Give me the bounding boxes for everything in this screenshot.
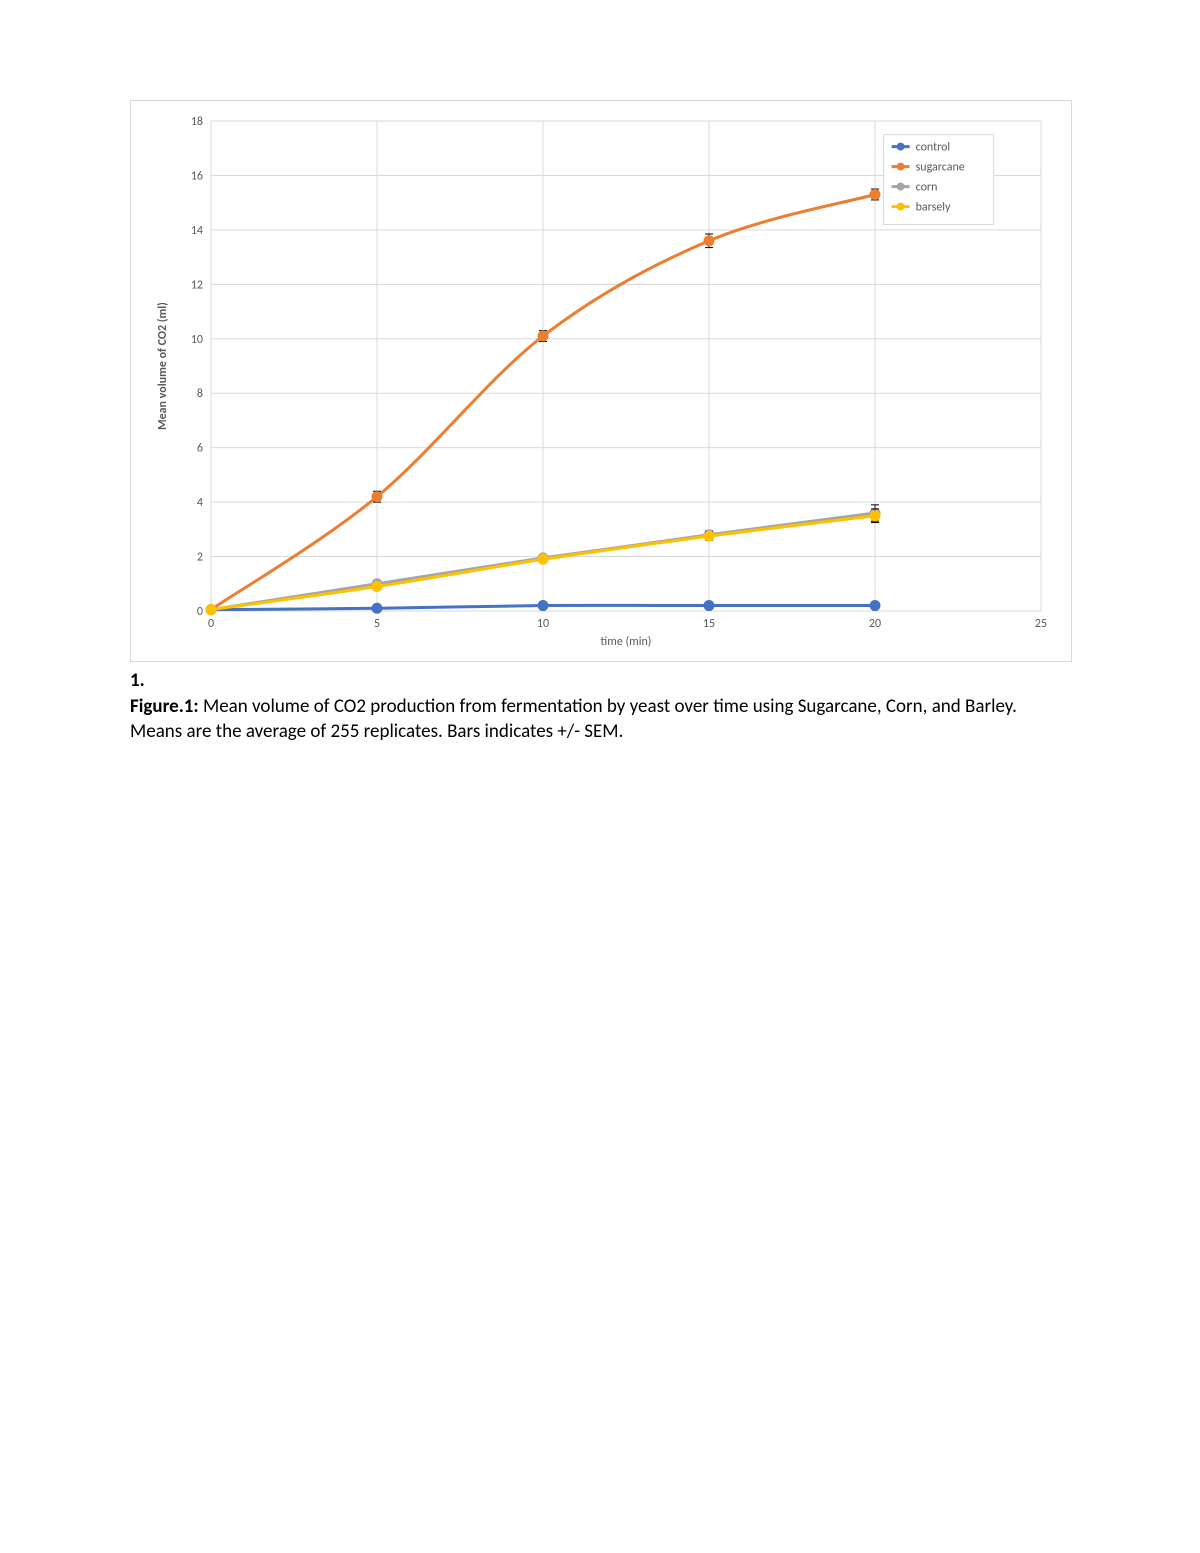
x-tick-label: 0 [208, 617, 214, 631]
chart-container: 0 5 10 15 20 25 0 2 4 6 8 10 12 14 16 18 time (min) Mean … [130, 100, 1072, 662]
y-tick-label: 8 [197, 387, 203, 401]
caption-body: Mean volume of CO2 production from ferme… [130, 695, 1017, 744]
x-tick-label: 10 [537, 617, 549, 631]
legend-label-sugarcane: sugarcane [916, 161, 965, 175]
y-tick-label: 0 [197, 605, 203, 619]
x-tick-label: 25 [1035, 617, 1047, 631]
x-tick-label: 15 [703, 617, 715, 631]
x-tick-label: 20 [869, 617, 881, 631]
y-tick-label: 14 [191, 224, 203, 238]
page: 0 5 10 15 20 25 0 2 4 6 8 10 12 14 16 18 time (min) Mean … [0, 0, 1200, 1553]
y-axis-title: Mean volume of CO2 (ml) [156, 302, 170, 430]
caption-text: Figure.1: Mean volume of CO2 production … [130, 694, 1070, 745]
y-tick-label: 6 [197, 442, 203, 456]
line-chart: 0 5 10 15 20 25 0 2 4 6 8 10 12 14 16 18 time (min) Mean … [131, 101, 1071, 661]
legend-label-barsely: barsely [916, 201, 951, 215]
y-tick-label: 18 [191, 115, 203, 129]
y-tick-label: 12 [191, 278, 203, 292]
caption-number: 1. [130, 669, 145, 692]
caption-title-prefix: Figure.1: [130, 695, 199, 718]
y-tick-label: 16 [191, 169, 203, 183]
legend-label-control: control [916, 141, 951, 155]
y-tick-label: 2 [197, 551, 203, 565]
y-tick-label: 10 [191, 333, 203, 347]
x-tick-label: 5 [374, 617, 380, 631]
y-tick-label: 4 [197, 496, 203, 510]
x-axis-title: time (min) [601, 635, 652, 649]
figure-caption: 1. Figure.1: Mean volume of CO2 producti… [130, 668, 1070, 745]
legend-label-corn: corn [916, 181, 938, 195]
